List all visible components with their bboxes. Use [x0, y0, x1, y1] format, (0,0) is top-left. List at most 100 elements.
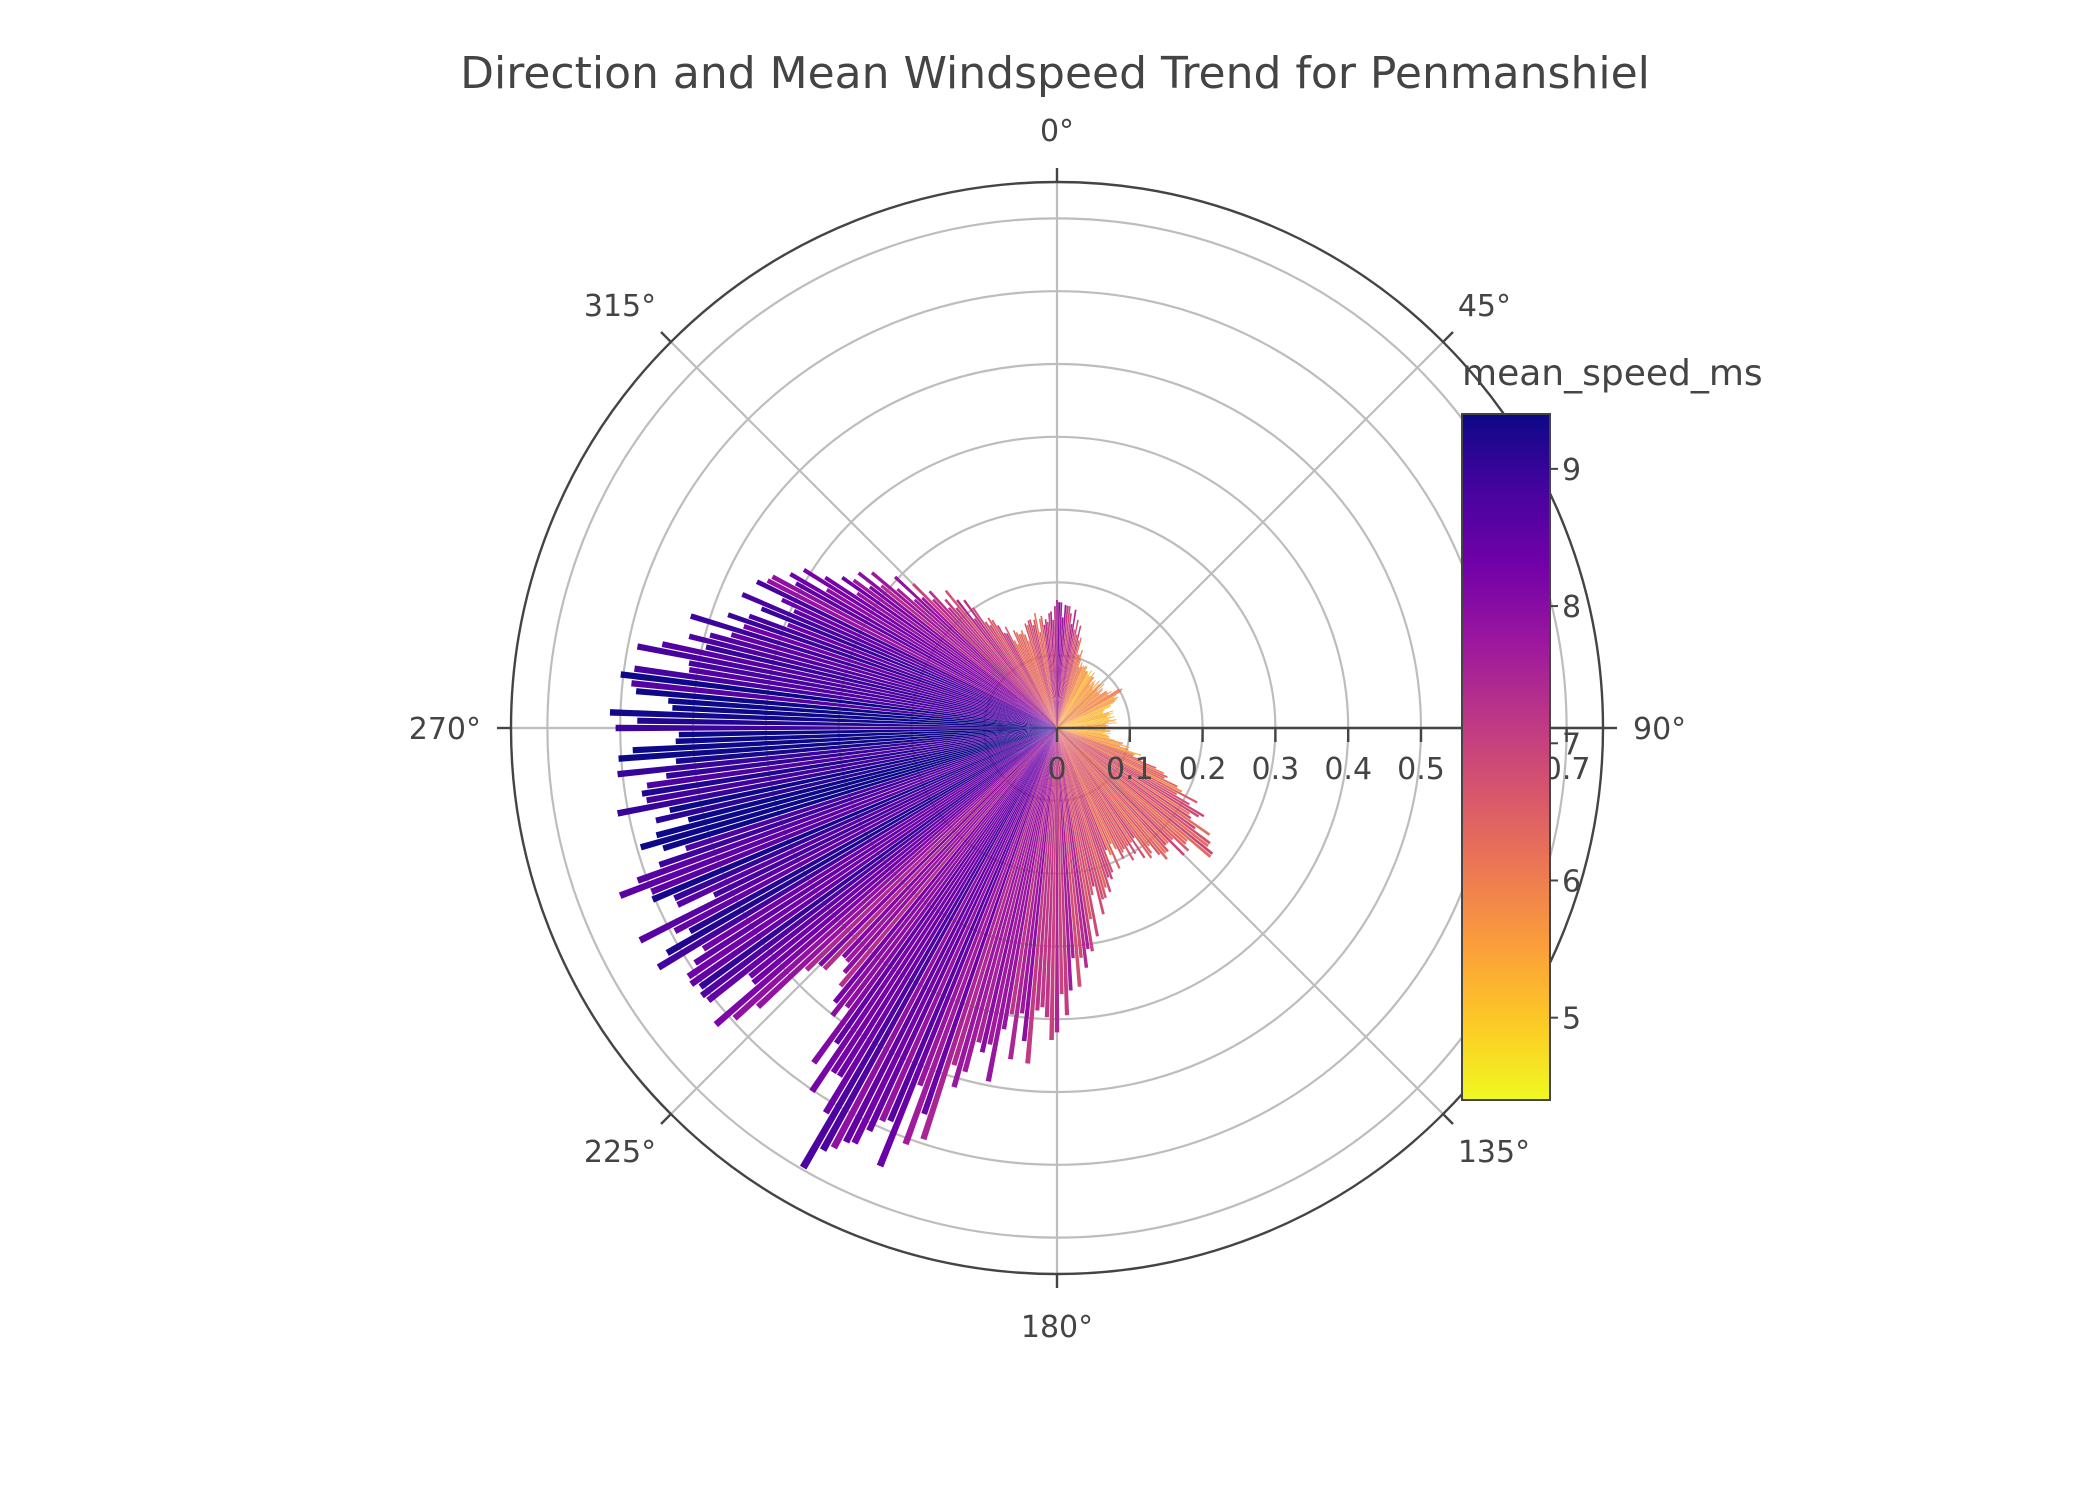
wind-bar — [1057, 728, 1133, 843]
wind-bar — [1057, 689, 1098, 728]
wind-bar — [1057, 629, 1076, 728]
wind-bar — [1057, 728, 1165, 775]
wind-bar — [1049, 728, 1057, 1041]
radial-tick-label: 0.1 — [1106, 752, 1154, 787]
wind-bar — [1057, 728, 1134, 757]
wind-bar — [832, 728, 1057, 1004]
wind-bar — [1057, 728, 1094, 952]
wind-bar — [688, 660, 1057, 728]
colorbar-gradient — [1461, 413, 1551, 1101]
wind-bar — [979, 728, 1057, 1053]
wind-bar — [1057, 662, 1083, 728]
wind-bar — [1043, 624, 1057, 728]
wind-bar — [1057, 728, 1129, 751]
wind-bar — [1057, 728, 1135, 839]
wind-bar — [987, 617, 1057, 728]
wind-bar — [1057, 710, 1114, 728]
wind-bar — [771, 574, 1057, 728]
wind-bar — [1057, 728, 1190, 806]
angular-gridline — [1056, 341, 1444, 729]
wind-bar — [1057, 728, 1185, 856]
wind-bar — [956, 599, 1057, 728]
wind-bar — [780, 597, 1057, 728]
wind-bar — [1020, 633, 1057, 728]
wind-bar — [997, 624, 1057, 728]
wind-bar — [948, 607, 1057, 728]
wind-bar — [1057, 693, 1102, 728]
wind-bar — [748, 613, 1057, 728]
wind-bar — [1044, 728, 1057, 1018]
wind-bar — [618, 728, 1057, 899]
wind-bar — [1057, 728, 1105, 900]
wind-bar — [1057, 617, 1064, 728]
wind-bar — [1057, 719, 1110, 728]
wind-bar — [1057, 728, 1114, 880]
wind-bar — [705, 644, 1057, 728]
wind-bar — [687, 728, 1057, 823]
wind-bar — [688, 633, 1057, 728]
colorbar-tick-label: 8 — [1562, 590, 1581, 625]
wind-bar — [984, 621, 1057, 728]
wind-bar — [851, 728, 1057, 1145]
angular-tick-label: 315° — [584, 289, 656, 324]
wind-bar — [1057, 654, 1080, 728]
wind-bar — [1057, 677, 1095, 728]
wind-bar — [1057, 728, 1109, 738]
radial-tick-label: 0.4 — [1324, 752, 1372, 787]
wind-bar — [976, 728, 1057, 1043]
wind-bar — [1057, 602, 1063, 728]
wind-bar — [830, 728, 1057, 1018]
wind-bar — [1048, 613, 1057, 728]
wind-bar — [656, 728, 1057, 971]
wind-bar — [688, 728, 1057, 935]
wind-bar — [830, 728, 1057, 1150]
wind-bar — [1057, 728, 1142, 756]
colorbar-tick-label: 9 — [1562, 453, 1581, 488]
wind-bar — [1057, 680, 1100, 728]
wind-bar — [1053, 606, 1057, 728]
wind-bar — [920, 728, 1057, 1141]
wind-bar — [1057, 619, 1079, 728]
wind-bar — [1057, 728, 1105, 915]
wind-bar — [732, 728, 1057, 1021]
wind-bar — [1025, 728, 1057, 1064]
wind-bar — [620, 671, 1057, 728]
wind-bar — [1057, 728, 1075, 959]
wind-bar — [712, 728, 1057, 898]
wind-bar — [868, 585, 1057, 728]
wind-bar — [1019, 728, 1057, 1014]
wind-bar — [1057, 604, 1067, 728]
wind-bar — [675, 728, 1057, 765]
wind-bar — [1057, 666, 1088, 728]
wind-bar — [617, 728, 1057, 778]
wind-bar — [1057, 716, 1108, 728]
wind-bar — [1044, 619, 1057, 728]
wind-bar — [701, 728, 1057, 952]
angular-tick — [660, 1113, 672, 1125]
wind-bar — [1057, 728, 1142, 761]
wind-bar — [1024, 634, 1057, 728]
wind-bar — [1001, 728, 1057, 1030]
wind-bar — [912, 583, 1057, 728]
wind-bar — [896, 588, 1057, 728]
wind-bar — [1009, 728, 1057, 1015]
wind-bar — [1057, 728, 1214, 855]
wind-bar — [673, 728, 1057, 902]
angular-tick-label: 135° — [1458, 1135, 1530, 1170]
wind-bar — [1057, 665, 1087, 728]
wind-bar — [1056, 600, 1058, 728]
wind-bar — [825, 588, 1057, 728]
wind-bar — [841, 728, 1057, 959]
wind-bar — [1057, 728, 1112, 893]
wind-bar — [1057, 625, 1082, 728]
wind-bar — [1057, 728, 1212, 858]
wind-bar — [793, 609, 1057, 728]
wind-bar — [1057, 728, 1070, 1016]
wind-bar — [843, 728, 1057, 1144]
wind-bar — [804, 728, 1057, 972]
wind-bar — [1057, 670, 1088, 728]
wind-bar — [1057, 728, 1064, 995]
colorbar-tick-label: 7 — [1562, 727, 1581, 762]
wind-bar — [830, 728, 1057, 1075]
wind-bar — [842, 728, 1057, 975]
